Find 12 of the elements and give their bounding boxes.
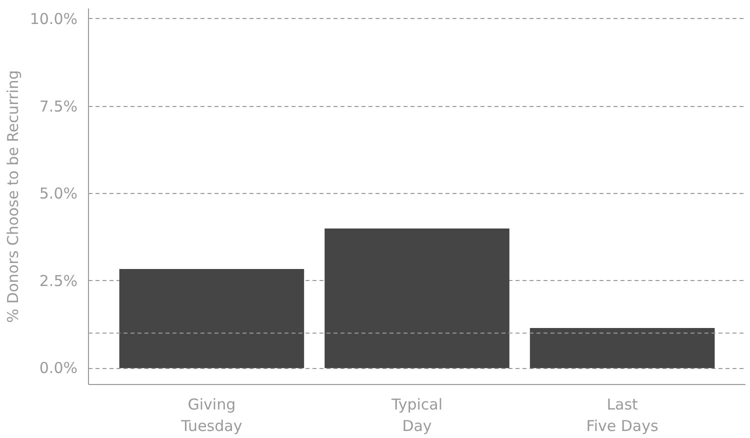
bar <box>530 328 715 368</box>
bar <box>119 268 304 368</box>
y-axis-title: % Donors Choose to be Recurring <box>4 70 22 323</box>
x-tick-label: Typical Day <box>390 396 442 436</box>
y-tick-label: 2.5% <box>39 272 78 290</box>
y-tick-label: 5.0% <box>39 184 78 203</box>
y-tick-label: 10.0% <box>30 10 78 28</box>
y-tick-label: 7.5% <box>39 97 78 116</box>
x-tick-label: Giving Tuesday <box>180 396 242 436</box>
x-tick-label: Last Five Days <box>586 396 659 436</box>
bar <box>324 228 510 368</box>
y-tick-label: 0.0% <box>39 359 78 378</box>
